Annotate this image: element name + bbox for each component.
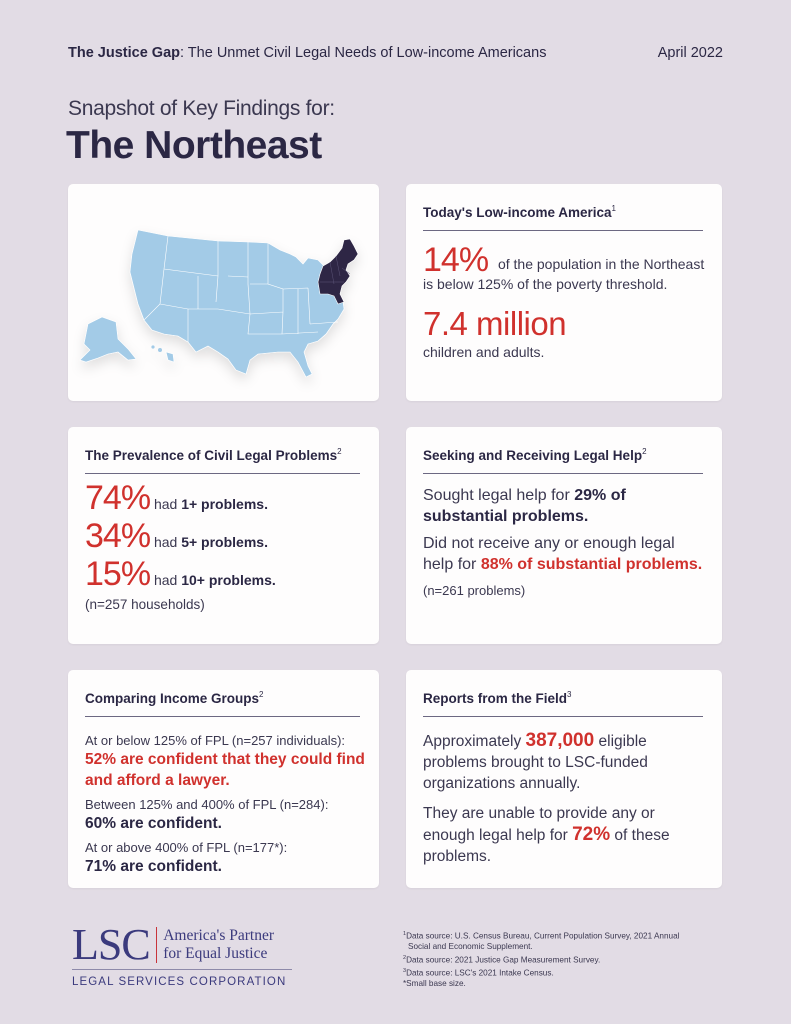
logo-divider [155, 927, 158, 963]
income-group: At or below 125% of FPL (n=257 individua… [85, 733, 365, 789]
report-date: April 2022 [657, 45, 723, 61]
seeking-help-card: Seeking and Receiving Legal Help2 Sought… [406, 427, 722, 644]
poverty-percent: 14% [423, 241, 489, 279]
card-heading: Today's Low-income America1 [423, 204, 703, 231]
footnote-small-base: *Small base size. [403, 979, 466, 989]
unmet-help-stat: Did not receive any or enough legal help… [423, 535, 703, 573]
prevalence-card: The Prevalence of Civil Legal Problems2 … [68, 427, 379, 644]
sample-size-note: (n=257 households) [85, 597, 205, 612]
eligible-problems-stat: Approximately 387,000 eligible problems … [423, 730, 648, 792]
population-count: 7.4 million [423, 305, 567, 342]
report-title: The Justice Gap [68, 45, 181, 61]
card-heading: Seeking and Receiving Legal Help2 [423, 447, 703, 474]
unserved-problems-stat: They are unable to provide any or enough… [423, 805, 670, 865]
map-card [68, 184, 379, 401]
card-heading: Reports from the Field3 [423, 690, 703, 717]
card-heading: Comparing Income Groups2 [85, 690, 360, 717]
poverty-stat: 14% of the population in the Northeast i… [423, 241, 705, 292]
us-map-icon [79, 229, 359, 378]
snapshot-subtitle: Snapshot of Key Findings for: [68, 97, 335, 120]
logo-abbr: LSC [72, 920, 151, 969]
logo-rule [72, 969, 292, 970]
footnote-3: 3Data source: LSC's 2021 Intake Census. [403, 967, 554, 978]
income-groups-card: Comparing Income Groups2 At or below 125… [68, 670, 379, 888]
lsc-logo: LSC America's Partner for Equal Justice LE… [72, 920, 294, 988]
logo-org-name: LEGAL SERVICES CORPORATION [72, 976, 287, 988]
footnote-2: 2Data source: 2021 Justice Gap Measureme… [403, 954, 601, 965]
low-income-america-card: Today's Low-income America1 14% of the p… [406, 184, 722, 401]
document-header: The Justice Gap: The Unmet Civil Legal N… [68, 45, 723, 61]
prevalence-row: 74% had 1+ problems. [85, 479, 268, 517]
sought-help-stat: Sought legal help for 29% of substantial… [423, 487, 626, 525]
page-title: The Northeast [66, 124, 322, 167]
reports-card: Reports from the Field3 Approximately 38… [406, 670, 722, 888]
card-heading: The Prevalence of Civil Legal Problems2 [85, 447, 360, 474]
prevalence-row: 34% had 5+ problems. [85, 517, 268, 555]
footnotes: 1Data source: U.S. Census Bureau, Curren… [403, 929, 723, 990]
footnote-1: 1Data source: U.S. Census Bureau, Curren… [403, 931, 680, 941]
sample-size-note: (n=261 problems) [423, 583, 526, 598]
report-subtitle: : The Unmet Civil Legal Needs of Low-inc… [180, 45, 547, 61]
logo-tagline: America's Partner for Equal Justice [163, 927, 275, 962]
prevalence-row: 15% had 10+ problems. [85, 555, 276, 593]
population-caption: children and adults. [423, 344, 545, 360]
income-group: Between 125% and 400% of FPL (n=284): 60%… [85, 797, 329, 832]
footnote-1-cont: Social and Economic Supplement. [408, 942, 533, 952]
income-group: At or above 400% of FPL (n=177*): 71% are… [85, 840, 288, 875]
